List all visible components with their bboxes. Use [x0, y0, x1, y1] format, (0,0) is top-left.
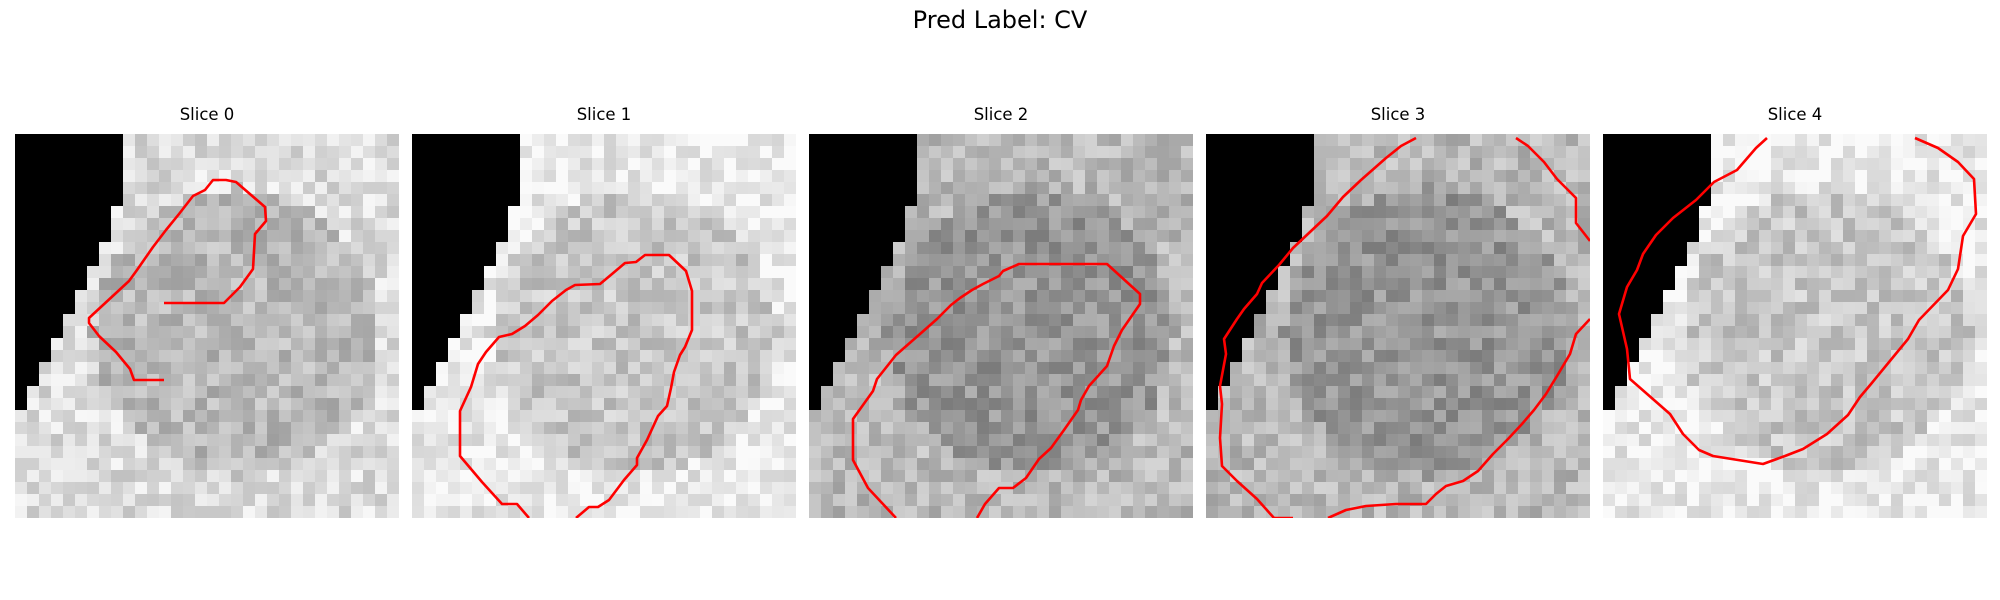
slice-title: Slice 3 [1370, 105, 1426, 124]
slice-panel-0: Slice 0 [15, 104, 399, 518]
contour-line [1617, 136, 1978, 466]
pixel-grid [15, 134, 399, 518]
pixel-grid [1206, 134, 1590, 518]
slice-panel-4: Slice 4 [1603, 104, 1987, 518]
slice-image [809, 134, 1193, 518]
contour-line [458, 253, 694, 518]
slice-image [15, 134, 399, 518]
slice-title: Slice 1 [576, 105, 632, 124]
pixel-grid [412, 134, 796, 518]
slice-image [1206, 134, 1590, 518]
slice-image [1603, 134, 1987, 518]
slice-title: Slice 0 [179, 105, 235, 124]
contour-line [851, 262, 1142, 518]
slice-image [412, 134, 796, 518]
slice-panel-3: Slice 3 [1206, 104, 1590, 518]
slice-title: Slice 4 [1767, 105, 1823, 124]
contour-line [1327, 318, 1590, 518]
slice-panel-1: Slice 1 [412, 104, 796, 518]
figure-title: Pred Label: CV [912, 6, 1088, 34]
slice-title: Slice 2 [973, 105, 1029, 124]
contour-line [1218, 136, 1417, 518]
contour-line [1515, 136, 1590, 242]
pixel-grid [1603, 134, 1987, 518]
pixel-grid [809, 134, 1193, 518]
contour-line [87, 178, 268, 382]
slice-panel-2: Slice 2 [809, 104, 1193, 518]
